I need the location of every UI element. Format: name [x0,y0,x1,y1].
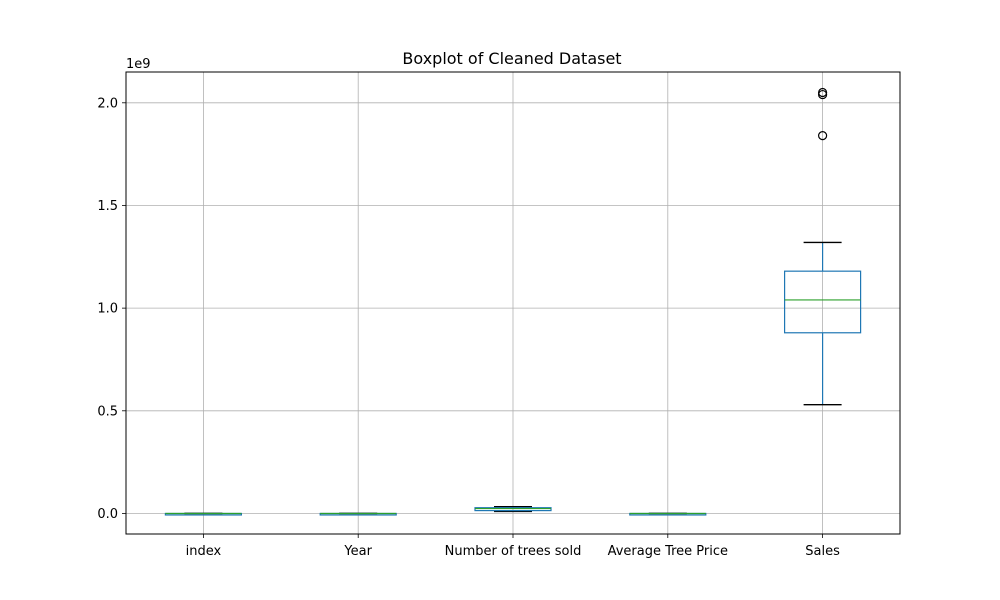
box-group [319,512,397,516]
y-tick-label: 1.5 [97,199,118,214]
grid-lines [126,72,900,534]
x-tick-label: Sales [805,544,840,559]
y-tick-label: 0.0 [97,507,118,522]
y-tick-label: 1.0 [97,302,118,317]
box-group [783,87,862,406]
chart-title: Boxplot of Cleaned Dataset [402,49,621,68]
axes [122,71,901,538]
box-group [474,505,552,513]
box-group [164,512,242,516]
x-tick-label: Average Tree Price [608,544,728,559]
tick-labels: 0.0 0.5 1.0 1.5 2.0 index Year Number of trees … [97,96,840,559]
y-tick-label: 0.5 [97,404,118,419]
outlier-point [817,87,828,98]
x-tick-label: Year [343,544,372,559]
y-axis-offset-label: 1e9 [126,57,151,72]
iqr-box [783,270,862,334]
y-tick-label: 2.0 [97,96,118,111]
x-tick-label: index [186,544,222,559]
outlier-point [817,131,828,141]
iqr-box [474,507,552,512]
x-tick-label: Number of trees sold [445,544,582,559]
box-series [164,87,862,516]
box-group [629,512,707,516]
plot-frame [125,71,901,535]
